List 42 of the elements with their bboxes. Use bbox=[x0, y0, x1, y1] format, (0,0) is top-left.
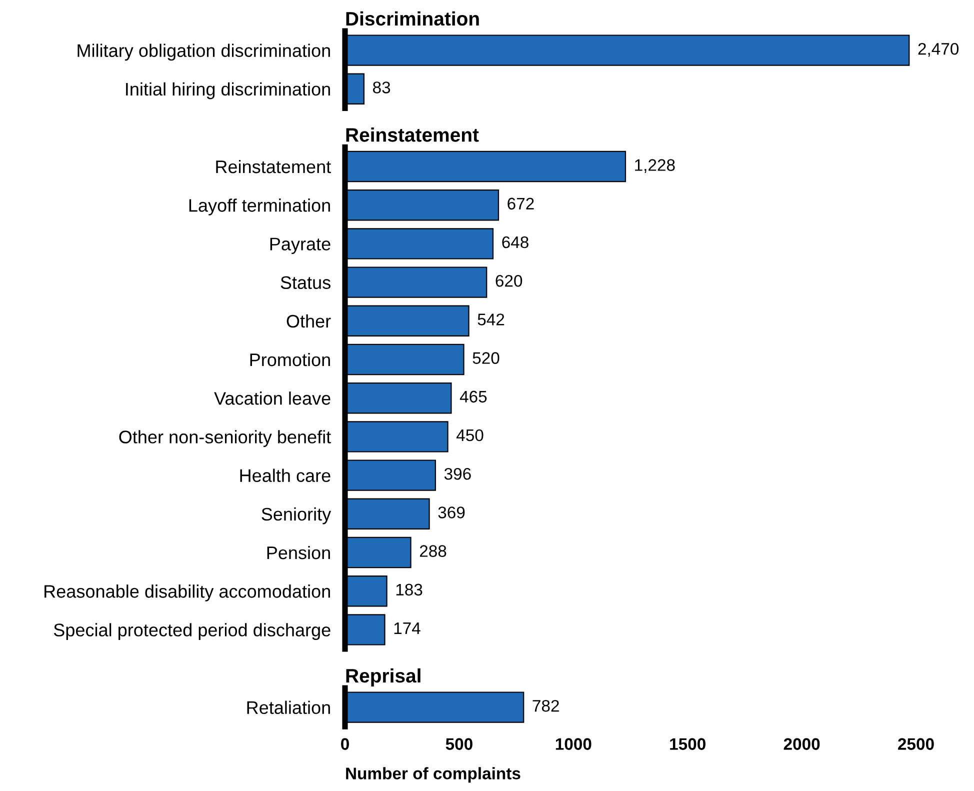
y-tick-label: Pension bbox=[267, 546, 330, 560]
text: Reprisal bbox=[346, 668, 420, 686]
y-tick-label: Promotion bbox=[250, 352, 330, 366]
x-tick-label: 1500 bbox=[670, 738, 706, 750]
data-label: 174 bbox=[394, 622, 420, 634]
data-label: 520 bbox=[472, 352, 500, 364]
data-label: 83 bbox=[373, 82, 390, 94]
x-tick-label: 0 bbox=[341, 738, 349, 750]
chart-title: Reinstatement bbox=[346, 128, 479, 142]
x-tick-label: 2000 bbox=[784, 738, 820, 750]
data-label: 465 bbox=[460, 390, 487, 403]
y-tick-label: Other non-seniority benefit bbox=[119, 430, 331, 447]
y-tick-label: Payrate bbox=[270, 238, 330, 254]
y-tick-label: Military obligation discrimination bbox=[78, 44, 330, 61]
y-tick-label: Seniority bbox=[262, 507, 332, 524]
x-axis-title: Number of complaints bbox=[346, 767, 520, 783]
data-label: 782 bbox=[532, 700, 559, 712]
y-tick-label: Health care bbox=[240, 468, 330, 482]
y-tick-label: Reinstatement bbox=[216, 160, 331, 174]
data-label: 183 bbox=[396, 584, 422, 596]
y-tick-label: Initial hiring discrimination bbox=[126, 82, 330, 100]
x-tick-label: 2500 bbox=[898, 738, 934, 750]
chart-title: Discrimination bbox=[346, 11, 479, 26]
x-tick-label: 500 bbox=[446, 738, 472, 750]
data-label: 369 bbox=[438, 506, 465, 518]
y-tick-label: Vacation leave bbox=[214, 392, 330, 405]
y-tick-label: Reasonable disability accomodation bbox=[44, 584, 330, 602]
y-tick-label: Retaliation bbox=[247, 700, 330, 714]
y-tick-label: Status bbox=[280, 276, 330, 290]
data-label: 648 bbox=[502, 236, 528, 248]
y-tick-label: Special protected period discharge bbox=[54, 623, 330, 640]
data-label: 672 bbox=[508, 198, 534, 210]
data-label: 396 bbox=[444, 468, 471, 480]
data-label: 542 bbox=[478, 314, 504, 326]
data-label: 620 bbox=[496, 274, 522, 287]
data-label: 1,228 bbox=[635, 159, 675, 173]
data-label: 2,470 bbox=[918, 42, 959, 57]
x-tick-label: 1000 bbox=[556, 738, 592, 750]
data-label: 450 bbox=[456, 429, 484, 442]
y-tick-label: Other bbox=[286, 314, 331, 328]
data-label: 288 bbox=[420, 545, 446, 557]
y-tick-label: Layoff termination bbox=[189, 198, 330, 216]
